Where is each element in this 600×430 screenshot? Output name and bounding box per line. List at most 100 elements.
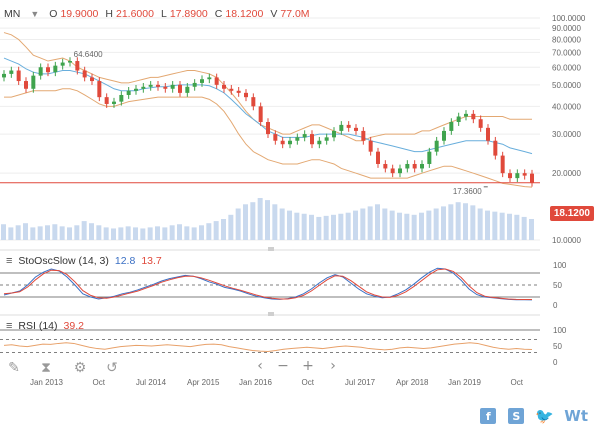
candle-body (251, 97, 256, 107)
brand-logo[interactable]: Wt (564, 407, 588, 425)
candle-body (9, 70, 14, 74)
stoch-tick-label: 50 (553, 281, 562, 290)
candle-body (478, 119, 483, 128)
volume-bar (470, 205, 476, 240)
candle-body (229, 88, 234, 91)
bollinger-lower-line (4, 88, 533, 188)
price-annotation: 64.6400 (74, 50, 103, 59)
volume-bar (250, 202, 256, 240)
volume-bar (514, 214, 520, 240)
volume-bar (426, 210, 432, 240)
y-tick-label: 100.0000 (552, 14, 586, 23)
volume-bar (338, 213, 344, 240)
y-tick-label: 70.0000 (552, 48, 581, 57)
high-value: 21.6000 (116, 8, 154, 20)
symbol-label[interactable]: MN (4, 8, 21, 20)
candle-body (434, 140, 439, 152)
volume-bar (272, 204, 278, 240)
x-tick-label: Oct (302, 378, 315, 387)
volume-bar (81, 221, 87, 240)
stoch-label: ≡ StoOscSlow (14, 3) 12.8 13.7 (6, 255, 162, 267)
twitter-icon[interactable]: 🐦 (534, 407, 554, 425)
volume-bar (323, 215, 329, 240)
candle-body (515, 173, 520, 179)
candle-body (420, 163, 424, 169)
candle-body (178, 84, 182, 93)
candle-body (522, 173, 527, 176)
volume-bar (74, 225, 80, 240)
current-price-tag: 18.1200 (549, 206, 594, 221)
candle-body (471, 113, 476, 120)
candle-body (97, 81, 102, 98)
candle-body (2, 73, 6, 78)
volume-bar (353, 210, 358, 240)
candle-body (442, 130, 446, 141)
volume-bar (30, 227, 36, 240)
y-tick-label: 90.0000 (552, 24, 581, 33)
candle-body (376, 151, 380, 164)
volume-bar (375, 204, 380, 240)
stoch-menu-icon[interactable]: ≡ (6, 255, 13, 267)
scroll-right-icon[interactable]: › (330, 358, 336, 374)
candle-body (75, 61, 80, 71)
candle-body (68, 61, 72, 63)
candle-body (266, 122, 270, 135)
candle-body (464, 113, 468, 117)
settings-icon[interactable]: ⚙ (74, 360, 87, 376)
volume-bar (15, 225, 21, 240)
candle-body (60, 62, 65, 66)
pencil-icon[interactable]: ✎ (8, 360, 20, 376)
candle-body (141, 86, 146, 89)
candle-body (530, 173, 534, 183)
candle-body (156, 84, 160, 87)
rsi-menu-icon[interactable]: ≡ (6, 320, 13, 332)
undo-icon[interactable]: ↺ (106, 360, 118, 376)
high-label: H (105, 8, 113, 20)
candle-body (258, 106, 263, 123)
price-annotation: 17.3600 (453, 187, 482, 196)
volume-bar (257, 198, 263, 240)
volume-bar (235, 208, 241, 240)
close-value: 18.1200 (225, 8, 264, 20)
volume-bar (265, 200, 270, 240)
x-tick-label: Apr 2018 (396, 378, 429, 387)
zoom-in-icon[interactable]: + (302, 358, 314, 374)
symbol-dropdown-chevron-down-icon[interactable]: ▼ (30, 9, 40, 19)
candle-body (31, 75, 36, 89)
candle-body (390, 168, 395, 174)
volume-bar (147, 227, 153, 240)
candle-body (456, 116, 461, 123)
volume-bar (243, 204, 248, 240)
hourglass-icon[interactable]: ⧗ (41, 360, 51, 376)
volume-bar (140, 228, 146, 240)
rsi-label: ≡ RSI (14) 39.2 (6, 320, 84, 332)
stoch-title: StoOscSlow (14, 3) (18, 255, 109, 267)
volume-bar (111, 228, 116, 240)
volume-bar (485, 210, 490, 240)
candle-body (508, 173, 512, 179)
volume-bar (448, 204, 454, 240)
facebook-icon[interactable]: f (480, 408, 497, 424)
volume-bar (221, 219, 226, 240)
x-tick-label: Jan 2016 (239, 378, 272, 387)
volume-bar (389, 210, 395, 240)
volume-bar (133, 227, 138, 240)
volume-bar (411, 214, 417, 240)
scroll-left-icon[interactable]: ‹ (257, 358, 263, 374)
candle-body (449, 122, 454, 131)
candle-body (200, 79, 204, 83)
volume-bar (184, 226, 190, 240)
open-value: 19.9000 (60, 8, 99, 20)
volume-bar (397, 212, 402, 240)
volume-bar (23, 223, 28, 240)
y-tick-label: 10.0000 (552, 236, 581, 245)
x-tick-label: Jan 2013 (30, 378, 63, 387)
volume-bar (52, 224, 58, 240)
share-icon[interactable]: S (508, 408, 525, 424)
zoom-out-icon[interactable]: − (277, 358, 289, 374)
y-tick-label: 40.0000 (552, 102, 581, 111)
volume-bar (404, 213, 410, 240)
ohlc-header: MN ▼ O 19.9000 H 21.6000 L 17.8900 C 18.1200… (4, 6, 317, 22)
candle-body (185, 86, 190, 93)
